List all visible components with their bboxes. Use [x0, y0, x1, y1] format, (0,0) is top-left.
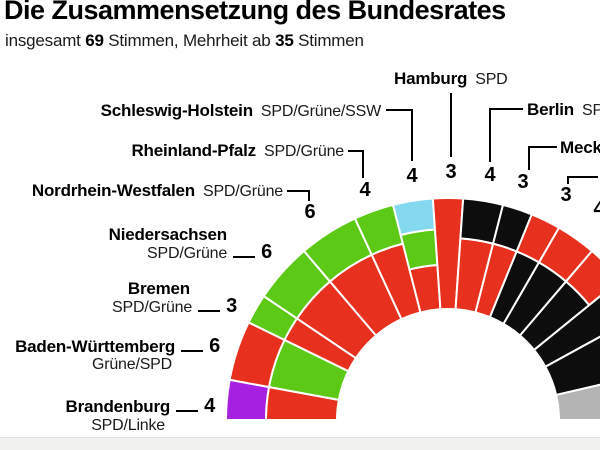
callout-line [308, 190, 310, 201]
label-nordrhein-westfalen: Nordrhein-Westfalen SPD/Grüne [32, 181, 283, 201]
callout-line [528, 146, 530, 170]
segment-Bayern-CSU [544, 335, 600, 397]
state-parties: SPD/CDU [581, 102, 600, 119]
state-parties: SPD/Grüne [112, 299, 193, 316]
callout-line [362, 150, 364, 178]
state-parties: SPD/Grüne [263, 143, 344, 160]
state-name: Bremen [127, 279, 190, 298]
state-parties: SPD/Linke [91, 417, 165, 434]
state-name: Niedersachsen [108, 225, 228, 244]
leader-dash [176, 410, 199, 412]
vote-count: 4 [484, 164, 496, 186]
total-votes: 69 [85, 31, 104, 50]
vote-count: 4 [593, 198, 600, 220]
label-niedersachsen-name: Niedersachsen [108, 225, 228, 245]
callout-line [411, 109, 413, 161]
vote-count: 6 [209, 335, 220, 357]
label-schleswig-holstein: Schleswig-Holstein SPD/Grüne/SSW [100, 101, 382, 121]
state-name: Brandenburg [65, 397, 171, 416]
callout-line [567, 176, 598, 178]
subtitle-mid: Stimmen, Mehrheit ab [103, 31, 276, 50]
callout-line [450, 93, 452, 157]
label-mecklenburg-vorpommern: Mecklenburg-VorpommernSPD/CDU [560, 138, 600, 158]
label-brandenburg-parties: SPD/Linke [91, 416, 165, 435]
state-parties: SPD [475, 71, 508, 88]
subtitle: insgesamt 69 Stimmen, Mehrheit ab 35 Sti… [5, 31, 364, 51]
state-name: Mecklenburg-Vorpommern [560, 138, 600, 157]
callout-line [567, 176, 569, 184]
bottom-strip [0, 437, 600, 450]
page-title: Die Zusammensetzung des Bundesrates [4, 0, 506, 25]
state-name: Schleswig-Holstein [100, 101, 253, 120]
callout-line [528, 146, 557, 148]
label-niedersachsen-parties: SPD/Grüne 6 [147, 242, 272, 263]
state-name: Rheinland-Pfalz [131, 141, 256, 160]
leader-dash [233, 256, 256, 258]
majority-votes: 35 [275, 31, 294, 50]
subtitle-pre: insgesamt [5, 31, 86, 50]
state-parties: SPD/Grüne [202, 183, 283, 200]
label-baden-wuerttemberg-parties: Grüne/SPD [92, 355, 172, 374]
leader-dash [181, 350, 204, 352]
label-bremen-parties: SPD/Grüne 3 [112, 296, 237, 317]
label-brandenburg-name: Brandenburg 4 [65, 395, 216, 417]
segment-Schleswig-Holstein-SSW [391, 197, 437, 237]
state-parties: SPD/Grüne/SSW [260, 103, 381, 120]
callout-line [386, 109, 413, 111]
state-name: Nordrhein-Westfalen [31, 181, 195, 200]
vote-count: 3 [517, 171, 529, 193]
callout-line [287, 190, 310, 192]
label-baden-wuerttemberg-name: Baden-Württemberg 6 [15, 336, 220, 356]
vote-count: 6 [304, 201, 316, 223]
vote-count: 3 [226, 295, 237, 317]
state-name: Berlin [527, 100, 574, 119]
vote-count: 4 [204, 395, 215, 417]
subtitle-post: Stimmen [293, 31, 364, 50]
vote-count: 6 [261, 241, 272, 263]
label-hamburg: Hamburg SPD [394, 69, 508, 89]
state-parties: Grüne/SPD [91, 356, 172, 373]
segment-Hessen-neutral [554, 383, 600, 421]
state-name: Baden-Württemberg [15, 337, 176, 356]
label-bremen-name: Bremen [128, 279, 190, 299]
callout-line [348, 150, 364, 152]
vote-count: 3 [560, 184, 572, 206]
state-name: Hamburg [394, 69, 468, 88]
label-rheinland-pfalz: Rheinland-Pfalz SPD/Grüne [131, 141, 344, 161]
vote-count: 4 [359, 179, 371, 201]
state-parties: SPD/Grüne [147, 245, 228, 262]
label-berlin: Berlin SPD/CDU [527, 100, 600, 120]
callout-line [489, 108, 491, 162]
callout-line [489, 108, 523, 110]
vote-count: 4 [406, 165, 418, 187]
leader-dash [198, 310, 221, 312]
vote-count: 3 [445, 161, 457, 183]
